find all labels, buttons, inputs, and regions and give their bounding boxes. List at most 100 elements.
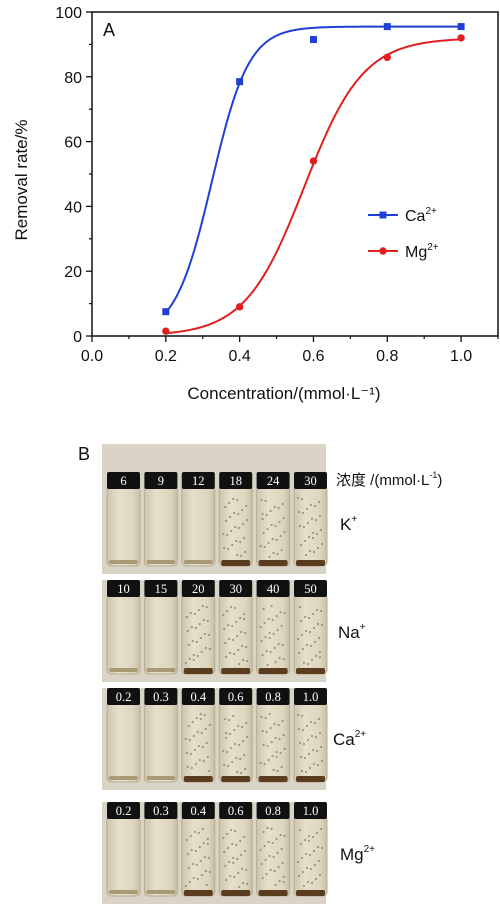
vial-label-tag <box>181 580 215 597</box>
vial <box>181 593 216 675</box>
precipitate-speck <box>227 764 230 768</box>
y-tick-label: 80 <box>64 70 82 87</box>
vial-concentration-label: 9 <box>158 474 164 488</box>
precipitate-speck <box>264 499 267 503</box>
precipitate-speck <box>266 527 269 531</box>
precipitate-speck <box>236 498 239 502</box>
precipitate-speck <box>318 655 322 659</box>
precipitate-speck <box>197 608 200 612</box>
series-line-ca <box>165 25 462 314</box>
precipitate-speck <box>236 634 239 638</box>
precipitate-speck <box>278 737 281 741</box>
precipitate-speck <box>232 714 235 718</box>
precipitate-speck <box>300 497 304 501</box>
precipitate-speck <box>274 883 277 887</box>
precipitate-speck <box>194 849 197 853</box>
vial-sediment <box>183 776 213 782</box>
vial-label-tag <box>256 580 290 597</box>
precipitate-speck <box>268 631 271 635</box>
vial-sediment <box>258 776 288 782</box>
precipitate-speck <box>268 854 271 858</box>
precipitate-speck <box>301 728 305 732</box>
precipitate-speck <box>224 505 227 509</box>
vial-label-tag <box>219 472 253 489</box>
precipitate-speck <box>246 882 249 886</box>
precipitate-speck <box>204 646 207 650</box>
precipitate-speck <box>277 865 280 869</box>
vial-concentration-label: 1.0 <box>303 690 319 704</box>
precipitate-speck <box>236 553 239 557</box>
precipitate-speck <box>301 647 305 651</box>
vial-sediment <box>146 890 176 894</box>
data-point-mg <box>235 303 244 311</box>
precipitate-speck <box>311 612 315 616</box>
removal-rate-chart: A 0.0 0.2 0.4 0.6 0.8 1.0020406080100Ca2+Mg2+… <box>12 5 499 403</box>
precipitate-speck <box>238 662 241 666</box>
legend-charge: 2+ <box>427 242 439 253</box>
precipitate-speck <box>261 512 264 516</box>
ion-label: K+ <box>340 514 357 534</box>
precipitate-speck <box>265 872 268 876</box>
precipitate-speck <box>195 640 198 644</box>
precipitate-speck <box>267 617 270 621</box>
precipitate-speck <box>313 640 317 644</box>
precipitate-speck <box>312 626 316 630</box>
precipitate-speck <box>232 856 235 860</box>
precipitate-speck <box>282 657 285 661</box>
precipitate-speck <box>233 511 236 515</box>
precipitate-speck <box>297 874 301 878</box>
precipitate-speck <box>194 626 197 630</box>
vial-sediment <box>296 890 325 896</box>
precipitate-speck <box>240 554 243 558</box>
precipitate-speck <box>241 508 244 512</box>
legend-charge: 2+ <box>425 206 437 217</box>
precipitate-speck <box>242 739 245 743</box>
vial-sediment <box>109 560 138 564</box>
vial-concentration-label: 30 <box>229 582 242 596</box>
precipitate-speck <box>312 849 316 853</box>
precipitate-speck <box>296 860 300 864</box>
precipitate-speck <box>222 532 225 536</box>
ion-label: Mg2+ <box>340 844 375 864</box>
precipitate-speck <box>304 852 308 856</box>
precipitate-speck <box>296 496 300 500</box>
precipitate-speck <box>192 876 195 880</box>
precipitate-speck <box>308 766 312 770</box>
legend-label-ca: Ca2+ <box>405 206 437 225</box>
precipitate-speck <box>186 629 189 633</box>
precipitate-speck <box>305 724 309 728</box>
precipitate-speck <box>200 731 203 735</box>
precipitate-speck <box>206 619 209 623</box>
precipitate-speck <box>318 514 322 518</box>
precipitate-speck <box>199 636 202 640</box>
precipitate-speck <box>315 532 319 536</box>
vial-label-tag <box>294 802 327 819</box>
precipitate-speck <box>299 543 303 547</box>
precipitate-speck <box>193 612 196 616</box>
vial-concentration-label: 0.2 <box>116 690 132 704</box>
data-point-mg <box>162 327 170 335</box>
precipitate-speck <box>301 870 305 874</box>
vial <box>143 485 178 567</box>
precipitate-speck <box>276 851 279 855</box>
precipitate-speck <box>299 755 303 759</box>
precipitate-speck <box>304 629 308 633</box>
vial-sediment <box>258 668 288 674</box>
data-point-ca <box>457 23 465 31</box>
precipitate-speck <box>317 500 321 504</box>
precipitate-speck <box>238 885 241 889</box>
vial-sediment <box>183 890 213 896</box>
precipitate-speck <box>189 834 192 838</box>
legend-ion: Ca <box>405 208 426 225</box>
precipitate-speck <box>200 873 203 877</box>
vial-label-tag <box>256 688 290 705</box>
precipitate-speck <box>188 738 191 742</box>
precipitate-speck <box>275 614 278 618</box>
precipitate-speck <box>228 501 231 505</box>
precipitate-speck <box>281 719 284 723</box>
precipitate-speck <box>185 838 188 842</box>
precipitate-speck <box>240 771 243 775</box>
ion-symbol: K <box>340 515 352 534</box>
vial-concentration-label: 0.3 <box>153 690 169 704</box>
vial <box>143 701 178 783</box>
